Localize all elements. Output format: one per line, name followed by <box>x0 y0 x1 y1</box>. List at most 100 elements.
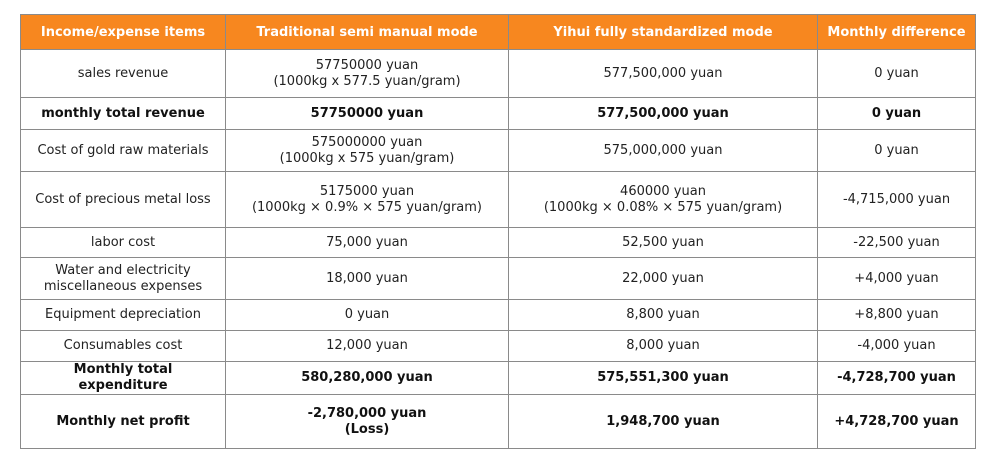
cell-item: Cost of gold raw materials <box>20 129 226 172</box>
cell-yihui: 460000 yuan (1000kg × 0.08% × 575 yuan/gr… <box>508 171 818 228</box>
cell-difference: +8,800 yuan <box>817 299 976 331</box>
cell-text-line: 18,000 yuan <box>326 270 408 286</box>
cell-text-line: +4,000 yuan <box>854 270 939 286</box>
cell-text-line: monthly total revenue <box>41 105 205 121</box>
table-row: Monthly net profit -2,780,000 yuan (Loss) 1… <box>20 394 976 449</box>
header-yihui-mode: Yihui fully standardized mode <box>508 14 818 50</box>
cell-text-line: Water and electricity <box>55 262 191 278</box>
cell-text-line: +8,800 yuan <box>854 307 939 322</box>
cell-item: labor cost <box>20 227 226 258</box>
cell-text-line: -4,000 yuan <box>857 338 936 353</box>
cell-text-line: 75,000 yuan <box>326 234 408 250</box>
cell-text-line: Monthly net profit <box>56 413 190 429</box>
cell-text-line: (1000kg x 577.5 yuan/gram) <box>273 73 461 89</box>
cell-yihui: 575,000,000 yuan <box>508 129 818 172</box>
cell-text-line: -4,728,700 yuan <box>837 370 956 385</box>
cell-text-line: (1000kg × 0.08% × 575 yuan/gram) <box>543 199 783 215</box>
cell-difference: +4,000 yuan <box>817 257 976 300</box>
cell-text-line: 8,800 yuan <box>626 307 700 322</box>
cell-traditional: 5175000 yuan (1000kg × 0.9% × 575 yuan/gr… <box>225 171 509 228</box>
cell-text-line: 0 yuan <box>874 65 919 81</box>
cell-traditional: -2,780,000 yuan (Loss) <box>225 394 509 449</box>
cell-text-line: 57750000 yuan <box>310 105 424 121</box>
table-body: sales revenue 57750000 yuan (1000kg x 577.… <box>20 49 976 449</box>
cell-text-line: Monthly total expenditure <box>73 362 173 393</box>
cell-text-line: -22,500 yuan <box>853 234 940 250</box>
cell-text-line: sales revenue <box>77 65 169 81</box>
header-income-expense-items: Income/expense items <box>20 14 226 50</box>
cell-text-line: 0 yuan <box>344 307 390 322</box>
cell-item: Equipment depreciation <box>20 299 226 331</box>
header-traditional-mode: Traditional semi manual mode <box>225 14 509 50</box>
table-header-row: Income/expense items Traditional semi ma… <box>20 14 976 50</box>
cell-text-line: (1000kg × 0.9% × 575 yuan/gram) <box>251 199 483 215</box>
table-row: Cost of gold raw materials 575000000 yuan… <box>20 129 976 172</box>
cell-text-line: 575,000,000 yuan <box>603 142 723 158</box>
cell-text-line: miscellaneous expenses <box>43 278 203 294</box>
cell-text-line: Consumables cost <box>63 338 183 353</box>
cell-item: Monthly net profit <box>20 394 226 449</box>
cell-yihui: 1,948,700 yuan <box>508 394 818 449</box>
cell-traditional: 57750000 yuan <box>225 97 509 130</box>
cell-yihui: 577,500,000 yuan <box>508 49 818 98</box>
table-row: labor cost 75,000 yuan 52,500 yuan -22,500 … <box>20 227 976 258</box>
cell-text-line: (1000kg x 575 yuan/gram) <box>279 150 455 166</box>
cell-difference: 0 yuan <box>817 97 976 130</box>
header-monthly-difference: Monthly difference <box>817 14 976 50</box>
cell-traditional: 580,280,000 yuan <box>225 361 509 395</box>
cell-text-line: 577,500,000 yuan <box>597 105 729 121</box>
cell-difference: -4,728,700 yuan <box>817 361 976 395</box>
cell-difference: -22,500 yuan <box>817 227 976 258</box>
table-row: Consumables cost 12,000 yuan 8,000 yuan -4,… <box>20 330 976 362</box>
comparison-table-container: Income/expense items Traditional semi ma… <box>20 14 976 449</box>
cell-text-line: 22,000 yuan <box>622 270 704 286</box>
cell-text-line: labor cost <box>90 234 156 250</box>
table-row: Water and electricity miscellaneous expen… <box>20 257 976 300</box>
cell-text-line: Cost of gold raw materials <box>37 142 209 158</box>
cell-item: Cost of precious metal loss <box>20 171 226 228</box>
cell-text-line: 8,000 yuan <box>626 338 700 353</box>
cell-text-line: 12,000 yuan <box>326 338 408 353</box>
cell-difference: 0 yuan <box>817 129 976 172</box>
cell-text-line: Equipment depreciation <box>45 307 201 322</box>
cell-difference: -4,000 yuan <box>817 330 976 362</box>
cell-text-line: -4,715,000 yuan <box>842 191 951 207</box>
cell-item: Monthly total expenditure <box>20 361 226 395</box>
cell-text-line: 0 yuan <box>874 142 919 158</box>
cell-yihui: 575,551,300 yuan <box>508 361 818 395</box>
cell-yihui: 8,800 yuan <box>508 299 818 331</box>
cell-text-line: -2,780,000 yuan <box>307 405 427 421</box>
cell-difference: 0 yuan <box>817 49 976 98</box>
cell-difference: +4,728,700 yuan <box>817 394 976 449</box>
cell-text-line: 577,500,000 yuan <box>603 65 723 81</box>
cell-text-line: +4,728,700 yuan <box>834 413 959 429</box>
table-row: Cost of precious metal loss 5175000 yuan(… <box>20 171 976 228</box>
income-expense-comparison-table: Income/expense items Traditional semi ma… <box>20 14 976 449</box>
cell-text-line: 57750000 yuan <box>315 57 419 73</box>
table-row: monthly total revenue 57750000 yuan 577,50… <box>20 97 976 130</box>
cell-text-line: 575000000 yuan <box>311 134 423 150</box>
cell-text-line: 580,280,000 yuan <box>301 370 433 385</box>
cell-text-line: 5175000 yuan <box>319 183 415 199</box>
cell-traditional: 75,000 yuan <box>225 227 509 258</box>
cell-traditional: 12,000 yuan <box>225 330 509 362</box>
cell-text-line: 52,500 yuan <box>622 234 704 250</box>
cell-item: sales revenue <box>20 49 226 98</box>
cell-text-line: (Loss) <box>344 421 390 437</box>
cell-difference: -4,715,000 yuan <box>817 171 976 228</box>
cell-text-line: 575,551,300 yuan <box>597 370 729 385</box>
cell-traditional: 18,000 yuan <box>225 257 509 300</box>
table-row: sales revenue 57750000 yuan (1000kg x 577.… <box>20 49 976 98</box>
cell-item: Water and electricity miscellaneous expen… <box>20 257 226 300</box>
cell-item: Consumables cost <box>20 330 226 362</box>
cell-text-line: 1,948,700 yuan <box>606 413 720 429</box>
cell-text-line: 0 yuan <box>871 105 922 121</box>
cell-yihui: 577,500,000 yuan <box>508 97 818 130</box>
cell-text-line: Cost of precious metal loss <box>35 191 211 207</box>
cell-yihui: 52,500 yuan <box>508 227 818 258</box>
cell-traditional: 0 yuan <box>225 299 509 331</box>
table-row: Equipment depreciation 0 yuan 8,800 yuan +8… <box>20 299 976 331</box>
cell-yihui: 22,000 yuan <box>508 257 818 300</box>
cell-yihui: 8,000 yuan <box>508 330 818 362</box>
table-row: Monthly total expenditure 580,280,000 yua… <box>20 361 976 395</box>
